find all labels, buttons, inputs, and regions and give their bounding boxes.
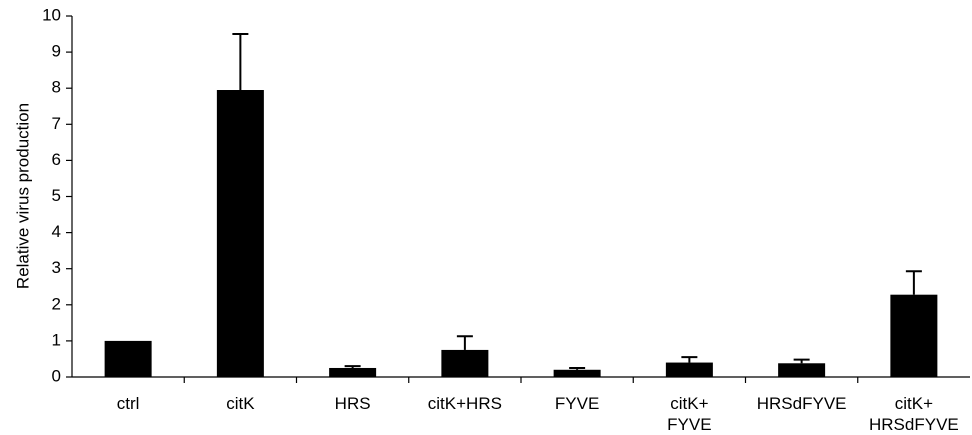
y-tick-label: 5: [52, 186, 61, 205]
category-label-line: citK+: [670, 394, 708, 413]
category-label: HRSdFYVE: [757, 394, 847, 413]
category-label-line: citK: [226, 394, 255, 413]
bar: [778, 363, 826, 377]
bar: [890, 294, 938, 377]
y-axis: 0 1 2 3 4 5 6 7 8 9 10: [42, 5, 73, 385]
bar: [104, 340, 152, 377]
category-label: citK+HRS: [428, 394, 502, 413]
category-label-line: HRS: [335, 394, 371, 413]
bar: [553, 369, 601, 377]
y-axis-title: Relative virus production: [13, 103, 32, 289]
y-tick-label: 10: [42, 5, 61, 24]
bar: [216, 90, 264, 377]
category-label: citK+ HRSdFYVE: [869, 394, 959, 434]
y-tick-label: 4: [52, 222, 61, 241]
category-label: HRS: [335, 394, 371, 413]
category-label: citK: [226, 394, 255, 413]
category-label-line: FYVE: [667, 415, 711, 434]
category-label: FYVE: [555, 394, 599, 413]
category-label-line: ctrl: [117, 394, 140, 413]
y-tick-label: 6: [52, 150, 61, 169]
bar: [441, 349, 489, 377]
category-label: citK+ FYVE: [667, 394, 711, 434]
category-label-line: HRSdFYVE: [757, 394, 847, 413]
category-label-line: citK+: [895, 394, 933, 413]
y-tick-label: 2: [52, 294, 61, 313]
y-tick-label: 8: [52, 78, 61, 97]
bar: [329, 367, 377, 377]
category-labels-group: ctrl citK HRS citK+HRS FYVE citK+ FYVE HRSdFYVE…: [117, 394, 959, 434]
x-axis: [72, 376, 970, 383]
bars-group: [104, 90, 938, 377]
category-label: ctrl: [117, 394, 140, 413]
y-tick-label: 0: [52, 366, 61, 385]
y-tick-label: 7: [52, 114, 61, 133]
y-tick-label: 9: [52, 42, 61, 61]
category-label-line: FYVE: [555, 394, 599, 413]
error-bars-group: [232, 33, 922, 370]
bar: [665, 362, 713, 377]
y-tick-label: 1: [52, 330, 61, 349]
category-label-line: HRSdFYVE: [869, 415, 959, 434]
y-tick-label: 3: [52, 258, 61, 277]
category-label-line: citK+HRS: [428, 394, 502, 413]
